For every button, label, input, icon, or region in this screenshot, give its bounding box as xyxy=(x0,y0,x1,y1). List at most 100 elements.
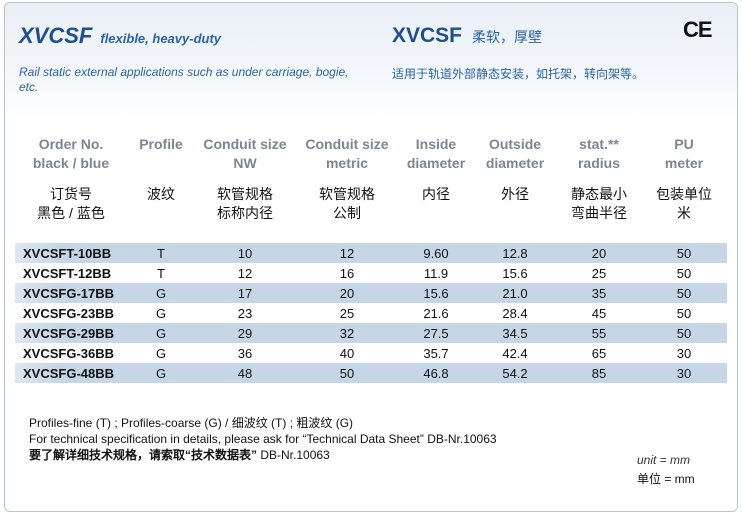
cell-conduit-metric: 16 xyxy=(339,265,355,281)
cell-conduit-metric: 20 xyxy=(295,283,399,303)
product-subtitle-cn: 柔软，厚壁 xyxy=(472,29,543,45)
cell-outside-diameter: 54.2 xyxy=(473,363,557,383)
table-row: XVCSFG-23BB G 23 25 21.6 28.4 45 50 xyxy=(15,303,727,323)
cell-stat-radius: 45 xyxy=(591,305,607,321)
unit-label-en: unit = mm xyxy=(637,453,691,467)
cell-profile: G xyxy=(127,323,195,343)
cell-pu-meter: 50 xyxy=(641,323,727,343)
header-row-cn: 订货号 黑色 / 蓝色 波纹 软管规格 标称内径 软管规格 公制 内径 外径 静态最小… xyxy=(15,179,727,243)
cell-conduit-metric: 50 xyxy=(295,363,399,383)
table-row: XVCSFG-29BB G 29 32 27.5 34.5 55 50 xyxy=(15,323,727,343)
col-header-inside-diameter: Inside diameter xyxy=(406,136,466,171)
cell-outside-diameter: 12.8 xyxy=(473,243,557,263)
cell-conduit-metric: 32 xyxy=(295,323,399,343)
cell-conduit-metric: 25 xyxy=(339,305,355,321)
product-code-en: XVCSF xyxy=(19,23,93,48)
cell-order-no: XVCSFG-29BB xyxy=(15,323,127,343)
table-row: XVCSFG-36BB G 36 40 35.7 42.4 65 30 xyxy=(15,343,727,363)
cell-order-no: XVCSFT-10BB xyxy=(15,243,127,263)
cell-profile: G xyxy=(155,305,167,321)
table-row: XVCSFG-48BB G 48 50 46.8 54.2 85 30 xyxy=(15,363,727,383)
cell-stat-radius: 25 xyxy=(591,265,607,281)
col-header-conduit-nw: Conduit size NW xyxy=(203,136,287,171)
product-subtitle-en: flexible, heavy-duty xyxy=(100,31,222,46)
tech-spec-note-cn-ref: DB-Nr.10063 xyxy=(257,448,330,462)
cell-pu-meter: 30 xyxy=(641,363,727,383)
cell-outside-diameter: 28.4 xyxy=(502,305,528,321)
footnotes: Profiles-fine (T) ; Profiles-coarse (G) … xyxy=(29,415,497,463)
col-header-outside-diameter-cn: 外径 xyxy=(501,186,529,202)
cell-stat-radius: 55 xyxy=(557,323,641,343)
cell-conduit-nw: 17 xyxy=(195,283,295,303)
cell-stat-radius: 20 xyxy=(557,243,641,263)
cell-outside-diameter: 21.0 xyxy=(473,283,557,303)
ce-mark-icon: CE xyxy=(683,17,713,42)
spec-table: Order No. black / blue Profile Conduit si… xyxy=(15,131,727,383)
cell-profile: G xyxy=(127,363,195,383)
cell-profile: T xyxy=(157,265,165,281)
cell-order-no: XVCSFG-36BB xyxy=(23,345,115,361)
col-header-outside-diameter: Outside diameter xyxy=(485,136,545,171)
profile-note: Profiles-fine (T) ; Profiles-coarse (G) … xyxy=(29,416,354,430)
cell-pu-meter: 50 xyxy=(676,265,692,281)
cell-conduit-nw: 12 xyxy=(237,265,253,281)
col-header-stat-radius: stat.** radius xyxy=(577,136,620,171)
cell-inside-diameter: 46.8 xyxy=(399,363,473,383)
tech-spec-note-cn: 要了解详细技术规格，请索取“技术数据表” DB-Nr.10063 xyxy=(29,447,497,463)
cell-order-no: XVCSFT-12BB xyxy=(23,265,112,281)
cell-stat-radius: 85 xyxy=(557,363,641,383)
product-code-cn: XVCSF xyxy=(392,24,463,47)
cell-inside-diameter: 35.7 xyxy=(423,345,449,361)
datasheet-panel: XVCSF flexible, heavy-duty Rail static ex… xyxy=(4,2,738,512)
cell-pu-meter: 30 xyxy=(676,345,692,361)
col-header-stat-radius-cn: 静态最小 弯曲半径 xyxy=(571,186,627,221)
cell-order-no: XVCSFG-17BB xyxy=(15,283,127,303)
application-description-en: Rail static external applications such a… xyxy=(19,65,349,94)
cell-conduit-metric: 12 xyxy=(295,243,399,263)
table-row: XVCSFG-17BB G 17 20 15.6 21.0 35 50 xyxy=(15,283,727,303)
cell-pu-meter: 50 xyxy=(676,305,692,321)
cell-profile: T xyxy=(127,243,195,263)
cell-conduit-metric: 40 xyxy=(339,345,355,361)
cell-conduit-nw: 29 xyxy=(195,323,295,343)
col-header-order-no: Order No. black / blue xyxy=(32,136,110,171)
product-title-en: XVCSF flexible, heavy-duty xyxy=(19,23,221,49)
cell-pu-meter: 50 xyxy=(641,243,727,263)
unit-label-cn: 单位 = mm xyxy=(637,472,695,486)
application-description-cn: 适用于轨道外部静态安装，如托架，转向架等。 xyxy=(392,67,645,81)
cell-inside-diameter: 21.6 xyxy=(423,305,449,321)
col-header-profile-cn: 波纹 xyxy=(147,186,175,202)
tech-spec-note-en: For technical specification in details, … xyxy=(29,432,497,446)
tech-spec-note-cn-text: 要了解详细技术规格，请索取“技术数据表” xyxy=(29,448,258,462)
cell-inside-diameter: 15.6 xyxy=(399,283,473,303)
cell-conduit-nw: 36 xyxy=(237,345,253,361)
col-header-pu-meter: PU meter xyxy=(664,136,704,171)
col-header-conduit-metric-cn: 软管规格 公制 xyxy=(319,186,375,221)
col-header-profile: Profile xyxy=(139,136,183,152)
cell-conduit-nw: 10 xyxy=(195,243,295,263)
cell-order-no: XVCSFG-23BB xyxy=(23,305,115,321)
table-row: XVCSFT-10BB T 10 12 9.60 12.8 20 50 xyxy=(15,243,727,263)
cell-order-no: XVCSFG-48BB xyxy=(15,363,127,383)
header-band xyxy=(5,3,737,121)
cell-inside-diameter: 11.9 xyxy=(423,265,449,281)
cell-stat-radius: 35 xyxy=(557,283,641,303)
table-row: XVCSFT-12BB T 12 16 11.9 15.6 25 50 xyxy=(15,263,727,283)
header-row-en: Order No. black / blue Profile Conduit si… xyxy=(15,131,727,179)
cell-outside-diameter: 15.6 xyxy=(502,265,528,281)
col-header-pu-meter-cn: 包装单位米 xyxy=(656,186,712,221)
cell-inside-diameter: 27.5 xyxy=(399,323,473,343)
cell-outside-diameter: 34.5 xyxy=(473,323,557,343)
col-header-order-no-cn: 订货号 黑色 / 蓝色 xyxy=(37,186,105,221)
cell-outside-diameter: 42.4 xyxy=(502,345,528,361)
cell-inside-diameter: 9.60 xyxy=(399,243,473,263)
cell-conduit-nw: 23 xyxy=(237,305,253,321)
col-header-conduit-nw-cn: 软管规格 标称内径 xyxy=(217,186,273,221)
cell-pu-meter: 50 xyxy=(641,283,727,303)
cell-profile: G xyxy=(127,283,195,303)
col-header-conduit-metric: Conduit size metric xyxy=(305,136,389,171)
cell-stat-radius: 65 xyxy=(591,345,607,361)
cell-profile: G xyxy=(155,345,167,361)
col-header-inside-diameter-cn: 内径 xyxy=(422,186,450,202)
product-title-cn: XVCSF 柔软，厚壁 xyxy=(392,24,542,48)
